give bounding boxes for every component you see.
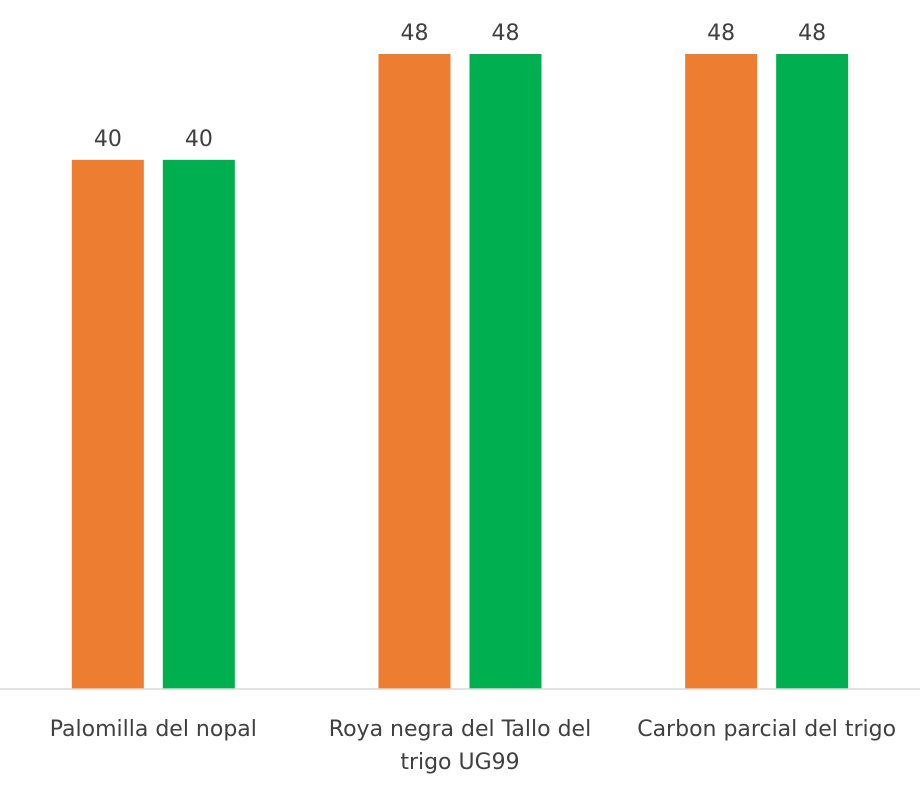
data-label-s2-c3: 48: [798, 21, 826, 46]
bar-s2-c2: [469, 54, 542, 689]
bar-s1-c3: [685, 54, 758, 689]
category-label-2: Roya negra del Tallo del trigo UG99: [329, 717, 591, 775]
category-label-3: Carbon parcial del trigo: [637, 717, 896, 742]
category-labels-layer: Palomilla del nopal Roya negra del Tallo …: [50, 717, 896, 775]
bar-s2-c3: [776, 54, 849, 689]
bars-layer: [71, 54, 849, 690]
data-label-s1-c2: 48: [401, 21, 429, 46]
data-label-s1-c3: 48: [707, 21, 735, 46]
bar-s2-c1: [162, 159, 235, 690]
data-label-s1-c1: 40: [94, 127, 122, 152]
bar-s1-c1: [71, 159, 144, 690]
data-label-s2-c2: 48: [492, 21, 520, 46]
category-label-1: Palomilla del nopal: [50, 717, 257, 742]
data-label-s2-c1: 40: [185, 127, 213, 152]
bar-s1-c2: [378, 54, 451, 689]
data-labels-layer: 40 40 48 48 48 48: [94, 21, 826, 152]
